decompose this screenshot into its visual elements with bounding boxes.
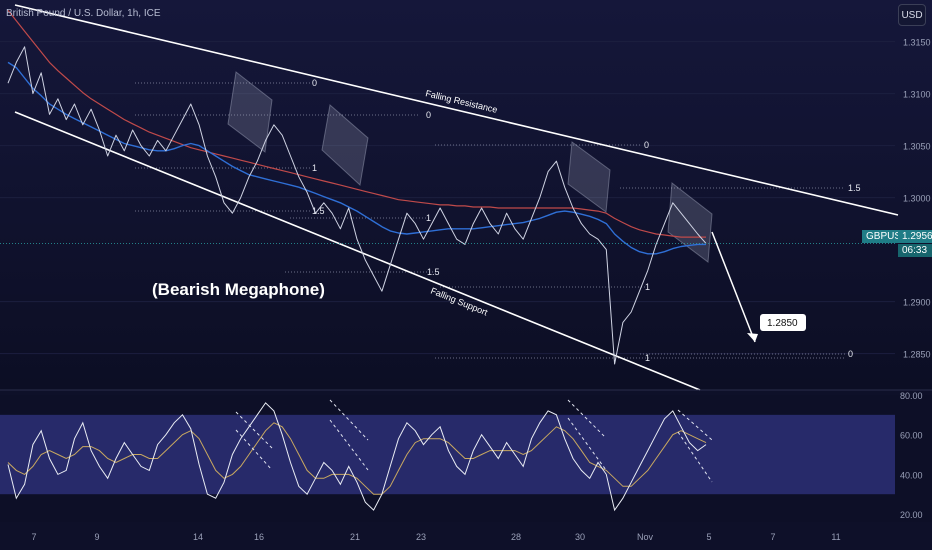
x-tick-label: 21 [350, 532, 360, 542]
fib-level-label: 1 [426, 213, 431, 223]
symbol-header: British Pound / U.S. Dollar, 1h, ICE [6, 8, 161, 19]
x-tick-label: 16 [254, 532, 264, 542]
rsi-divergence-line [329, 419, 369, 471]
rsi-line [7, 402, 707, 512]
x-tick-label: 7 [31, 532, 36, 542]
fib-level-label: 0 [848, 349, 853, 359]
rsi-y-tick-label: 40.00 [900, 470, 923, 480]
fib-level-label: 1 [645, 353, 650, 363]
fib-level-label: 0 [312, 78, 317, 88]
flag-box [321, 104, 369, 186]
y-tick-label: 1.3000 [903, 194, 931, 204]
projection-arrow [711, 231, 756, 343]
x-tick-label: 5 [706, 532, 711, 542]
flag-box [667, 182, 713, 263]
x-tick-label: 28 [511, 532, 521, 542]
price-line [7, 46, 707, 365]
pattern-label: (Bearish Megaphone) [152, 280, 325, 299]
y-tick-label: 1.3050 [903, 142, 931, 152]
rsi-divergence-line [677, 409, 713, 441]
falling-resistance-line [14, 4, 899, 216]
ema-slow-line [7, 10, 706, 238]
fib-level-label: 1 [645, 282, 650, 292]
projection-arrowhead [747, 333, 758, 342]
y-tick-label: 1.2900 [903, 298, 931, 308]
target-label: 1.2850 [767, 318, 798, 329]
fib-level-label: 1.5 [427, 267, 440, 277]
fib-level-label: 1 [312, 163, 317, 173]
rsi-y-tick-label: 20.00 [900, 510, 923, 520]
y-tick-label: 1.3100 [903, 90, 931, 100]
x-tick-label: 7 [770, 532, 775, 542]
rsi-y-tick-label: 60.00 [900, 431, 923, 441]
ema-fast-line [7, 61, 706, 255]
currency-button[interactable]: USD [898, 4, 926, 26]
x-tick-label: 23 [416, 532, 426, 542]
flag-box [567, 141, 611, 213]
x-axis-bg [0, 522, 932, 550]
target-box [760, 314, 806, 331]
y-tick-label: 1.2850 [903, 350, 931, 360]
flag-box [227, 71, 273, 153]
fib-level-label: 1.5 [848, 183, 861, 193]
rsi-divergence-line [567, 417, 607, 471]
main-pane-bg [0, 0, 932, 390]
rsi-divergence-line [235, 411, 273, 449]
y-tick-label: 1.3150 [903, 38, 931, 48]
price-tag-countdown: 06:33 [898, 244, 932, 257]
x-tick-label: 30 [575, 532, 585, 542]
x-tick-label: 11 [831, 532, 840, 542]
x-tick-label: 9 [94, 532, 99, 542]
x-tick-label: 14 [193, 532, 203, 542]
fib-level-label: 0 [426, 110, 431, 120]
fib-level-label: 0 [644, 140, 649, 150]
fib-level-label: 1.5 [312, 206, 325, 216]
x-tick-label: Nov [637, 532, 654, 542]
rsi-signal-line [7, 422, 707, 495]
rsi-band [0, 414, 895, 495]
price-tag-value: 1.2956 [898, 230, 932, 243]
falling-support-line [14, 111, 701, 391]
rsi-divergence-line [677, 431, 713, 483]
rsi-divergence-line [235, 429, 273, 471]
rsi-y-tick-label: 80.00 [900, 391, 923, 401]
rsi-divergence-line [567, 399, 607, 439]
